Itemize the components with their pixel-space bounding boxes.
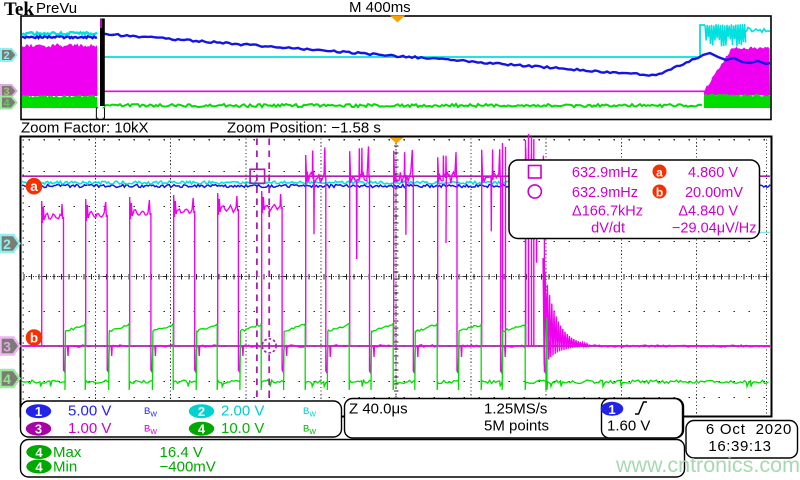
- svg-text:16.4 V: 16.4 V: [160, 444, 203, 461]
- svg-text:632.9mHz: 632.9mHz: [572, 165, 638, 181]
- svg-text:16:39:13: 16:39:13: [708, 438, 771, 455]
- svg-text:20.00mV: 20.00mV: [685, 185, 743, 201]
- svg-text:www.cntronics.com: www.cntronics.com: [615, 453, 800, 477]
- svg-text:dV/dt: dV/dt: [591, 221, 625, 237]
- svg-text:−29.04μV/Hz: −29.04μV/Hz: [672, 221, 757, 237]
- svg-text:632.9mHz: 632.9mHz: [572, 185, 638, 201]
- svg-text:4: 4: [198, 422, 206, 437]
- svg-text:1: 1: [608, 402, 615, 417]
- svg-text:−400mV: −400mV: [160, 459, 216, 476]
- svg-text:4: 4: [35, 445, 43, 460]
- svg-text:10.0 V: 10.0 V: [221, 420, 264, 437]
- svg-text:2: 2: [198, 404, 205, 419]
- svg-text:a: a: [656, 166, 663, 180]
- svg-text:b: b: [656, 186, 663, 200]
- svg-text:Max: Max: [53, 444, 82, 461]
- svg-text:Δ166.7kHz: Δ166.7kHz: [572, 204, 643, 220]
- svg-text:Min: Min: [53, 459, 77, 476]
- svg-text:3: 3: [35, 422, 42, 437]
- svg-text:Zoom Position: −1.58 s: Zoom Position: −1.58 s: [227, 120, 381, 137]
- svg-text:Zoom Factor: 10kX: Zoom Factor: 10kX: [21, 120, 149, 137]
- svg-text:2: 2: [3, 236, 11, 252]
- svg-text:2.00 V: 2.00 V: [221, 403, 264, 420]
- svg-text:4: 4: [35, 460, 43, 475]
- svg-text:5M points: 5M points: [484, 418, 549, 435]
- svg-text:Z 40.0μs: Z 40.0μs: [349, 401, 408, 418]
- svg-text:4: 4: [3, 371, 11, 387]
- svg-text:b: b: [30, 331, 38, 346]
- svg-text:4.860 V: 4.860 V: [688, 165, 738, 181]
- svg-text:a: a: [30, 179, 38, 194]
- svg-text:1.25MS/s: 1.25MS/s: [484, 401, 547, 418]
- svg-text:4: 4: [3, 98, 10, 110]
- svg-text:[: [: [95, 105, 99, 119]
- svg-text:6 Oct 2020: 6 Oct 2020: [706, 421, 792, 438]
- svg-text:M 400ms: M 400ms: [349, 0, 411, 16]
- svg-text:2: 2: [3, 50, 9, 62]
- svg-text:5.00 V: 5.00 V: [68, 403, 111, 420]
- svg-text:Tek: Tek: [4, 0, 34, 20]
- svg-text:]: ]: [103, 105, 106, 119]
- svg-text:1: 1: [35, 404, 42, 419]
- svg-text:3: 3: [3, 339, 11, 355]
- svg-text:1.00 V: 1.00 V: [68, 420, 111, 437]
- svg-text:Δ4.840 V: Δ4.840 V: [678, 204, 738, 220]
- svg-text:1.60 V: 1.60 V: [607, 418, 650, 435]
- svg-text:3: 3: [3, 86, 9, 98]
- svg-text:PreVu: PreVu: [36, 0, 77, 17]
